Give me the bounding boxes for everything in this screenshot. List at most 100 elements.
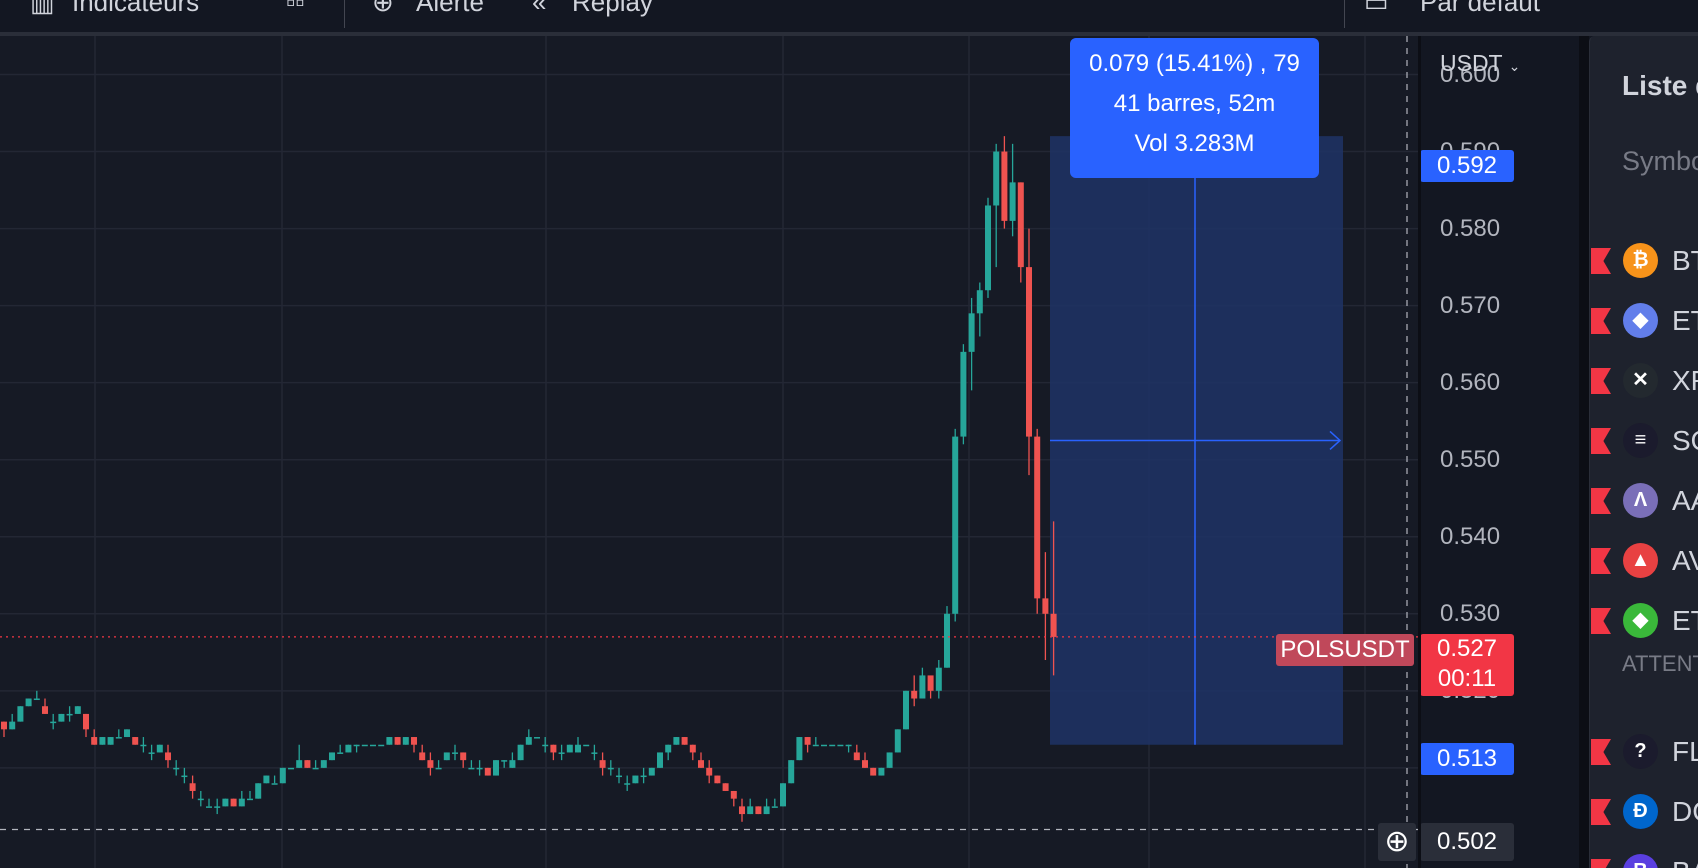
layout-button[interactable]: Par défaut (1420, 0, 1540, 17)
flag-icon[interactable] (1591, 548, 1611, 574)
watchlist-symbol: BTCUSDT (1672, 245, 1698, 276)
measure-change: 0.079 (15.41%) , 79 (1089, 50, 1300, 77)
price-tick: 0.530 (1440, 599, 1501, 627)
currency-selector[interactable]: USDT ⌄ (1440, 50, 1520, 77)
candle-body (747, 806, 754, 815)
coin-icon: ≡ (1623, 423, 1658, 458)
candle-body (91, 737, 98, 745)
watchlist-row-fluxusdt[interactable]: ? FLUXUSDT (1590, 724, 1698, 780)
flag-icon[interactable] (1591, 428, 1611, 454)
candle-body (402, 737, 409, 745)
coin-icon: Λ (1623, 483, 1658, 518)
candle-body (698, 760, 704, 768)
watchlist-row-btcusdt[interactable]: ₿ BTCUSDT (1590, 233, 1698, 289)
watchlist-row-solusdt[interactable]: ≡ SOLUSDT (1590, 413, 1698, 469)
candle-body (976, 290, 983, 314)
candle-body (960, 351, 967, 437)
coin-icon: ▲ (1623, 543, 1658, 578)
candle-body (640, 775, 647, 778)
candle-body (99, 737, 106, 745)
candle-body (222, 798, 229, 807)
candle-body (493, 760, 499, 776)
candle-body (952, 436, 959, 614)
candle-body (443, 752, 450, 761)
candle-body (66, 713, 73, 716)
toolbar-divider (1344, 0, 1345, 28)
symbol-column-header[interactable]: Symbole (1622, 146, 1698, 176)
candle-body (837, 744, 844, 747)
coin-icon: ₿ (1623, 243, 1658, 278)
watchlist-row-etcusdt[interactable]: ◆ ETCUSDT (1590, 593, 1698, 649)
watchlist-row-avaxusdt[interactable]: ▲ AVAXUSDT (1590, 533, 1698, 589)
indicators-button[interactable]: Indicateurs (72, 0, 200, 17)
watchlist-row-xrpusdt[interactable]: ✕ XRPUSDT (1590, 353, 1698, 409)
candle-body (862, 760, 868, 768)
candle-body (42, 706, 48, 714)
candle-body (329, 752, 335, 761)
candle-body (1, 721, 7, 730)
candle-body (755, 806, 762, 815)
candle-body (107, 737, 114, 745)
candle-body (542, 744, 549, 747)
flag-icon[interactable] (1591, 488, 1611, 514)
layout-icon[interactable]: ▭ (1364, 0, 1389, 17)
candle-body (140, 744, 147, 747)
flag-icon[interactable] (1591, 799, 1611, 825)
candle-body (320, 760, 327, 768)
price-tick: 0.560 (1440, 368, 1501, 396)
flag-icon[interactable] (1591, 368, 1611, 394)
templates-icon[interactable]: ▫▫ (286, 0, 305, 17)
alert-icon[interactable]: ⊕ (372, 0, 394, 17)
watchlist-symbol: AAVEUSDT (1672, 485, 1698, 516)
price-tick: 0.540 (1440, 522, 1501, 550)
candle-body (878, 767, 885, 776)
candle-body (1001, 151, 1008, 221)
candle-body (665, 744, 672, 753)
bar-countdown: 00:11 (1437, 665, 1497, 692)
candle-body (124, 729, 130, 738)
price-tick: 0.600 (1440, 60, 1501, 88)
toolbar-divider (344, 0, 345, 28)
replay-icon[interactable]: « (532, 0, 547, 17)
candle-body (468, 767, 475, 770)
candle-body (484, 767, 491, 776)
watchlist-row-ethusdt[interactable]: ◆ ETHUSDT (1590, 293, 1698, 349)
candle-body (796, 737, 803, 761)
candle-body (944, 613, 950, 668)
panel-gap (1579, 36, 1589, 868)
add-plus-icon[interactable]: ⊕ (1378, 823, 1416, 861)
watchlist-row-batusdt[interactable]: B BATUSDT (1590, 844, 1698, 868)
candle-body (821, 744, 827, 747)
watchlist-row-dgbusdt[interactable]: Ð DGBUSDT (1590, 784, 1698, 840)
attention-section[interactable]: ATTENTION (1622, 651, 1698, 676)
candle-body (58, 713, 65, 722)
candle-body (33, 698, 40, 701)
watchlist-symbol: DGBUSDT (1672, 796, 1698, 827)
flag-icon[interactable] (1591, 608, 1611, 634)
measure-arrow-icon (1329, 430, 1342, 451)
candle-body (599, 760, 606, 768)
candle-body (214, 806, 221, 808)
candle-body (845, 744, 852, 747)
indicators-icon[interactable]: ▥ (30, 0, 55, 17)
watchlist-row-aaveusdt[interactable]: Λ AAVEUSDT (1590, 473, 1698, 529)
flag-icon[interactable] (1591, 308, 1611, 334)
watchlist-panel: Liste de surveillance Symbole ₿ BTCUSDT ◆ E… (1589, 36, 1698, 868)
candle-body (714, 775, 721, 784)
flag-icon[interactable] (1591, 859, 1611, 868)
watchlist-symbol: XRPUSDT (1672, 365, 1698, 396)
flag-icon[interactable] (1591, 739, 1611, 765)
replay-button[interactable]: Replay (572, 0, 653, 17)
price-tick: 0.570 (1440, 291, 1501, 319)
candle-body (435, 767, 442, 770)
candle-body (730, 790, 737, 799)
coin-icon: B (1623, 854, 1658, 868)
range-high-tag: 0.592 (1420, 150, 1514, 182)
flag-icon[interactable] (1591, 248, 1611, 274)
candle-body (853, 752, 860, 761)
candle-body (558, 752, 565, 754)
candle-body (517, 744, 524, 761)
candle-body (263, 775, 270, 784)
crosshair-price-tag: 0.502 (1420, 823, 1514, 861)
alert-button[interactable]: Alerte (416, 0, 484, 17)
